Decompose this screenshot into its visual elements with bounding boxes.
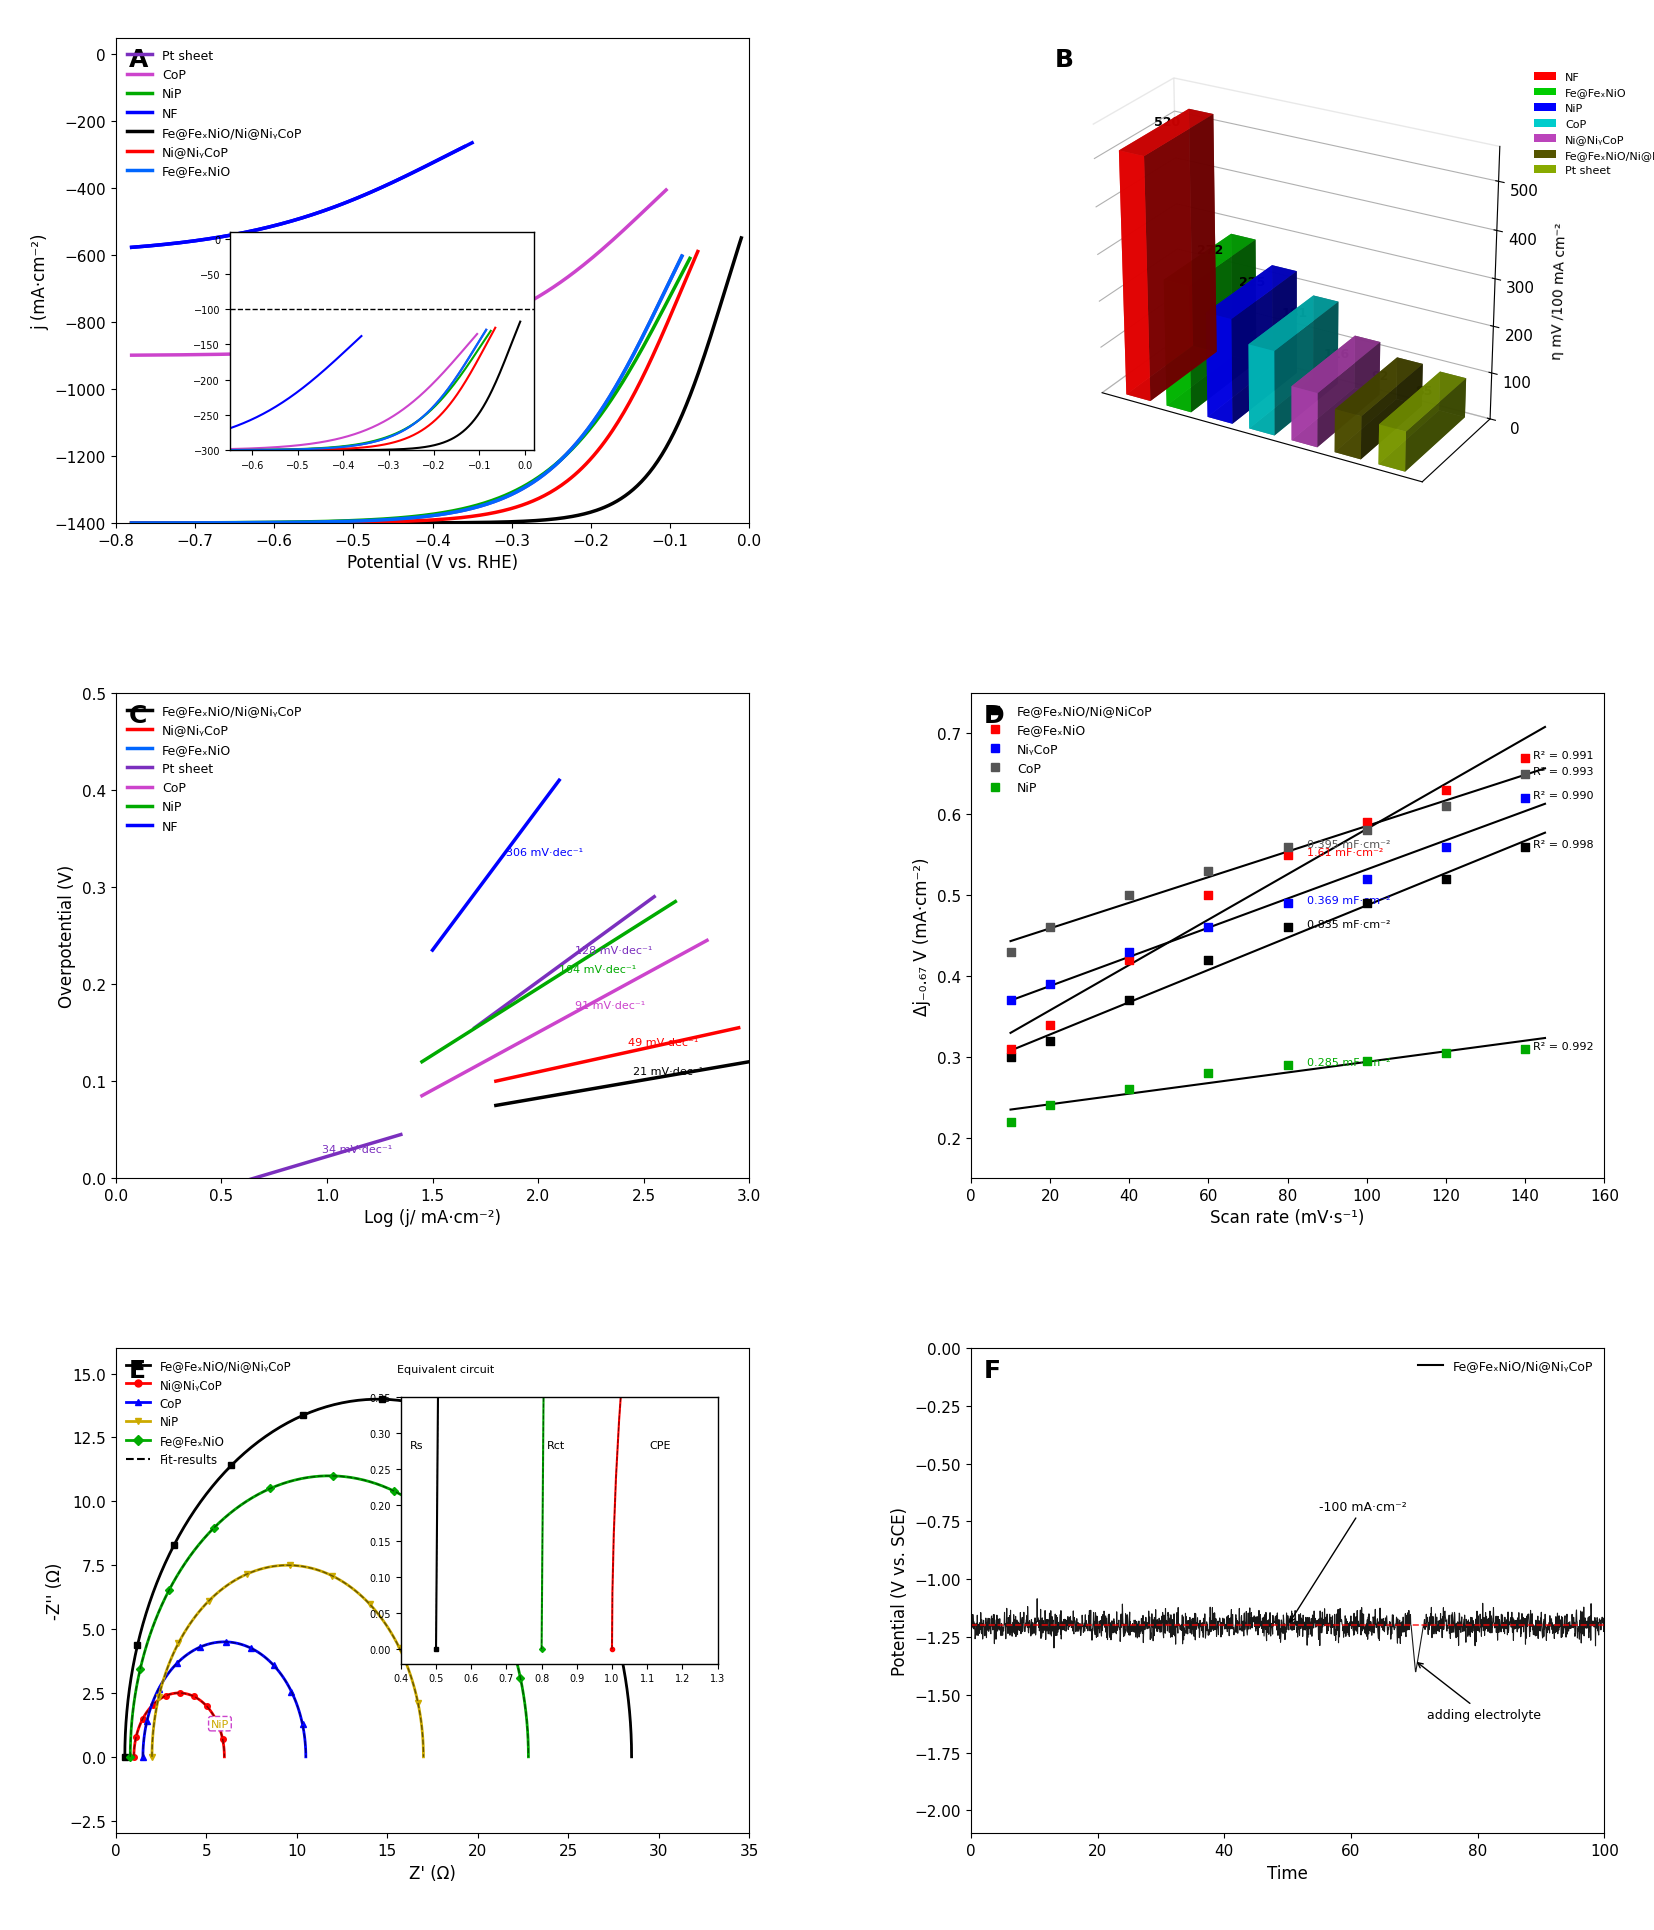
Text: D: D: [984, 703, 1004, 728]
Point: [997, 936, 1024, 967]
Text: E: E: [129, 1359, 146, 1382]
Point: [1037, 969, 1064, 1000]
Text: 34 mV·dec⁻¹: 34 mV·dec⁻¹: [321, 1144, 392, 1154]
Text: R² = 0.992: R² = 0.992: [1533, 1042, 1594, 1052]
Point: [1432, 1038, 1459, 1069]
Point: [1275, 840, 1302, 870]
Text: R² = 0.998: R² = 0.998: [1533, 840, 1594, 849]
Y-axis label: Δj₋₀.₆₇ V (mA·cm⁻²): Δj₋₀.₆₇ V (mA·cm⁻²): [913, 857, 931, 1015]
Text: F: F: [984, 1359, 1001, 1382]
Point: [1116, 880, 1143, 911]
Legend: Pt sheet, CoP, NiP, NF, Fe@FeₓNiO/Ni@NiᵧCoP, Ni@NiᵧCoP, Fe@FeₓNiO: Pt sheet, CoP, NiP, NF, Fe@FeₓNiO/Ni@Niᵧ…: [122, 44, 308, 183]
X-axis label: Potential (V vs. RHE): Potential (V vs. RHE): [347, 554, 518, 571]
Point: [1037, 1090, 1064, 1121]
Point: [1512, 784, 1538, 814]
Point: [997, 1106, 1024, 1137]
Y-axis label: j (mA·cm⁻²): j (mA·cm⁻²): [31, 234, 50, 330]
Point: [1512, 1034, 1538, 1065]
Text: B: B: [1055, 48, 1073, 71]
Text: Equivalent circuit: Equivalent circuit: [397, 1365, 495, 1374]
Text: 1.61 mF·cm⁻²: 1.61 mF·cm⁻²: [1307, 847, 1384, 857]
Point: [1275, 888, 1302, 919]
Point: [1196, 855, 1222, 886]
Point: [1196, 913, 1222, 944]
Text: adding electrolyte: adding electrolyte: [1417, 1664, 1542, 1722]
Text: 49 mV·dec⁻¹: 49 mV·dec⁻¹: [629, 1036, 698, 1048]
Point: [1353, 1046, 1379, 1077]
Text: R² = 0.990: R² = 0.990: [1533, 791, 1593, 801]
Text: 0.835 mF·cm⁻²: 0.835 mF·cm⁻²: [1307, 921, 1391, 930]
Y-axis label: -Z'' (Ω): -Z'' (Ω): [46, 1561, 63, 1619]
Point: [1037, 1025, 1064, 1056]
Point: [1116, 986, 1143, 1017]
Point: [1116, 946, 1143, 977]
Legend: Fe@FeₓNiO/Ni@NiᵧCoP: Fe@FeₓNiO/Ni@NiᵧCoP: [1413, 1355, 1598, 1378]
Text: -100 mA·cm⁻²: -100 mA·cm⁻²: [1290, 1500, 1408, 1621]
Point: [1512, 758, 1538, 789]
Text: 104 mV·dec⁻¹: 104 mV·dec⁻¹: [559, 965, 637, 975]
Point: [1116, 1075, 1143, 1106]
X-axis label: Scan rate (mV·s⁻¹): Scan rate (mV·s⁻¹): [1211, 1208, 1365, 1227]
Point: [997, 1042, 1024, 1073]
Point: [1116, 936, 1143, 967]
Point: [1037, 1009, 1064, 1040]
Point: [997, 986, 1024, 1017]
Point: [1275, 832, 1302, 863]
Point: [1275, 913, 1302, 944]
Point: [1353, 807, 1379, 838]
Point: [997, 1034, 1024, 1065]
Text: NiP: NiP: [210, 1720, 228, 1729]
Point: [1196, 1058, 1222, 1089]
X-axis label: Z' (Ω): Z' (Ω): [409, 1864, 457, 1882]
X-axis label: Log (j/ mA·cm⁻²): Log (j/ mA·cm⁻²): [364, 1208, 501, 1227]
X-axis label: Time: Time: [1267, 1864, 1308, 1882]
Text: 21 mV·dec⁻¹: 21 mV·dec⁻¹: [633, 1065, 703, 1077]
Text: 0.369 mF·cm⁻²: 0.369 mF·cm⁻²: [1307, 896, 1391, 905]
Legend: NF, Fe@FeₓNiO, NiP, CoP, Ni@NiᵧCoP, Fe@FeₓNiO/Ni@NiᵧCoP, Pt sheet: NF, Fe@FeₓNiO, NiP, CoP, Ni@NiᵧCoP, Fe@F…: [1530, 68, 1654, 181]
Text: 306 mV·dec⁻¹: 306 mV·dec⁻¹: [506, 847, 584, 859]
Text: A: A: [129, 48, 147, 71]
Legend: Fe@FeₓNiO/Ni@NiCoP, Fe@FeₓNiO, NiᵧCoP, CoP, NiP: Fe@FeₓNiO/Ni@NiCoP, Fe@FeₓNiO, NiᵧCoP, C…: [978, 701, 1158, 799]
Point: [1432, 832, 1459, 863]
Point: [1275, 1050, 1302, 1081]
Point: [1353, 865, 1379, 896]
Y-axis label: Overpotential (V): Overpotential (V): [58, 865, 76, 1007]
Text: 128 mV·dec⁻¹: 128 mV·dec⁻¹: [576, 946, 652, 955]
Point: [1512, 743, 1538, 774]
Point: [1196, 946, 1222, 977]
Text: C: C: [129, 703, 147, 728]
Point: [1196, 880, 1222, 911]
Y-axis label: Potential (V vs. SCE): Potential (V vs. SCE): [892, 1507, 910, 1675]
Point: [1432, 776, 1459, 807]
Point: [1432, 865, 1459, 896]
Text: 0.285 mF·cm⁻²: 0.285 mF·cm⁻²: [1307, 1058, 1391, 1067]
Legend: Fe@FeₓNiO/Ni@NiᵧCoP, Ni@NiᵧCoP, CoP, NiP, Fe@FeₓNiO, Fit-results: Fe@FeₓNiO/Ni@NiᵧCoP, Ni@NiᵧCoP, CoP, NiP…: [122, 1355, 296, 1471]
Point: [1432, 791, 1459, 822]
Text: 91 mV·dec⁻¹: 91 mV·dec⁻¹: [576, 1002, 645, 1011]
Legend: Fe@FeₓNiO/Ni@NiᵧCoP, Ni@NiᵧCoP, Fe@FeₓNiO, Pt sheet, CoP, NiP, NF: Fe@FeₓNiO/Ni@NiᵧCoP, Ni@NiᵧCoP, Fe@FeₓNi…: [122, 701, 308, 838]
Text: R² = 0.991: R² = 0.991: [1533, 751, 1593, 760]
Point: [1512, 832, 1538, 863]
Point: [1353, 816, 1379, 847]
Point: [1037, 913, 1064, 944]
Point: [1353, 888, 1379, 919]
Text: 0.395 mF·cm⁻²: 0.395 mF·cm⁻²: [1307, 840, 1391, 849]
Text: R² = 0.993: R² = 0.993: [1533, 766, 1593, 776]
